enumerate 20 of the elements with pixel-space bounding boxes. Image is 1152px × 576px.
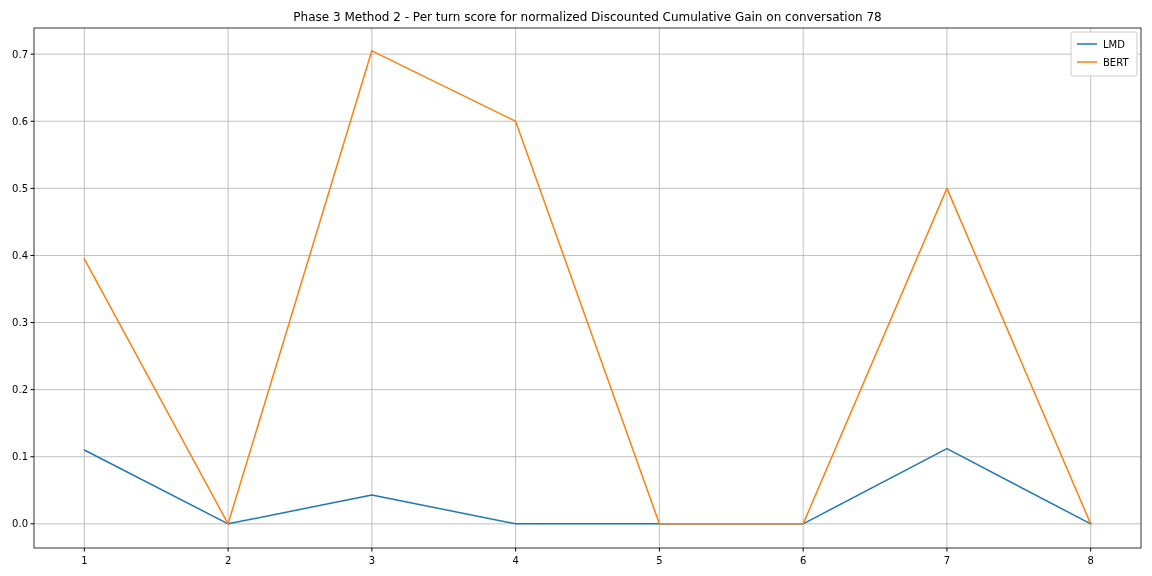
legend-label: BERT — [1103, 56, 1130, 68]
x-tick-label: 2 — [224, 555, 232, 566]
line-series — [83, 50, 1092, 525]
y-tick-label: 0.4 — [12, 249, 28, 261]
x-tick-label: 1 — [81, 555, 88, 566]
x-tick-label: 3 — [368, 555, 376, 566]
y-tick-label: 0.5 — [12, 182, 28, 194]
legend-label: LMD — [1103, 38, 1126, 50]
x-tick-label: 8 — [1087, 555, 1094, 566]
y-tick-label: 0.6 — [12, 115, 28, 127]
y-tick-label: 0.3 — [12, 317, 28, 329]
y-tick-label: 0.0 — [12, 518, 28, 530]
x-tick-label: 5 — [656, 555, 663, 566]
chart-title: Phase 3 Method 2 - Per turn score for normalized Discounted Cumulative Gain on conversation 78 — [293, 10, 882, 24]
y-tick-label: 0.2 — [12, 384, 28, 396]
y-tick-label: 0.1 — [12, 451, 28, 463]
x-tick-label: 6 — [799, 555, 807, 566]
y-tick-label: 0.7 — [12, 48, 28, 60]
x-tick-label: 4 — [512, 555, 519, 566]
x-tick-label: 7 — [943, 555, 951, 566]
